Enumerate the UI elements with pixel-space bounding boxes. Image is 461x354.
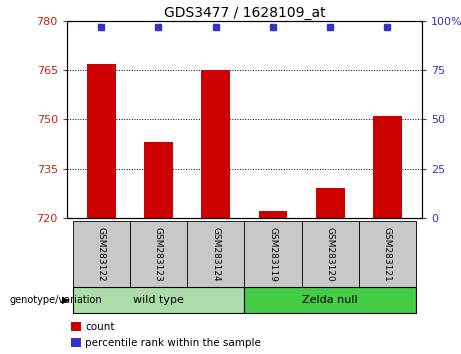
Text: GSM283121: GSM283121 bbox=[383, 227, 392, 281]
Bar bbox=[359, 221, 416, 287]
Text: GSM283122: GSM283122 bbox=[97, 227, 106, 281]
Bar bbox=[244, 287, 416, 313]
Bar bbox=[144, 142, 173, 218]
Bar bbox=[201, 70, 230, 218]
Text: GSM283119: GSM283119 bbox=[268, 227, 278, 281]
Text: GSM283123: GSM283123 bbox=[154, 227, 163, 281]
Bar bbox=[72, 221, 130, 287]
Bar bbox=[72, 287, 244, 313]
Bar bbox=[316, 188, 344, 218]
Bar bbox=[259, 211, 287, 218]
Bar bbox=[373, 116, 402, 218]
Bar bbox=[301, 221, 359, 287]
Text: count: count bbox=[85, 322, 115, 332]
Text: genotype/variation: genotype/variation bbox=[9, 295, 102, 305]
Bar bbox=[130, 221, 187, 287]
Text: percentile rank within the sample: percentile rank within the sample bbox=[85, 338, 261, 348]
Bar bbox=[244, 221, 301, 287]
Bar bbox=[187, 221, 244, 287]
Text: GSM283120: GSM283120 bbox=[326, 227, 335, 281]
Text: Zelda null: Zelda null bbox=[302, 295, 358, 305]
Text: wild type: wild type bbox=[133, 295, 184, 305]
Title: GDS3477 / 1628109_at: GDS3477 / 1628109_at bbox=[164, 6, 325, 20]
Text: GSM283124: GSM283124 bbox=[211, 227, 220, 281]
Bar bbox=[87, 64, 116, 218]
Text: ▶: ▶ bbox=[62, 295, 70, 305]
